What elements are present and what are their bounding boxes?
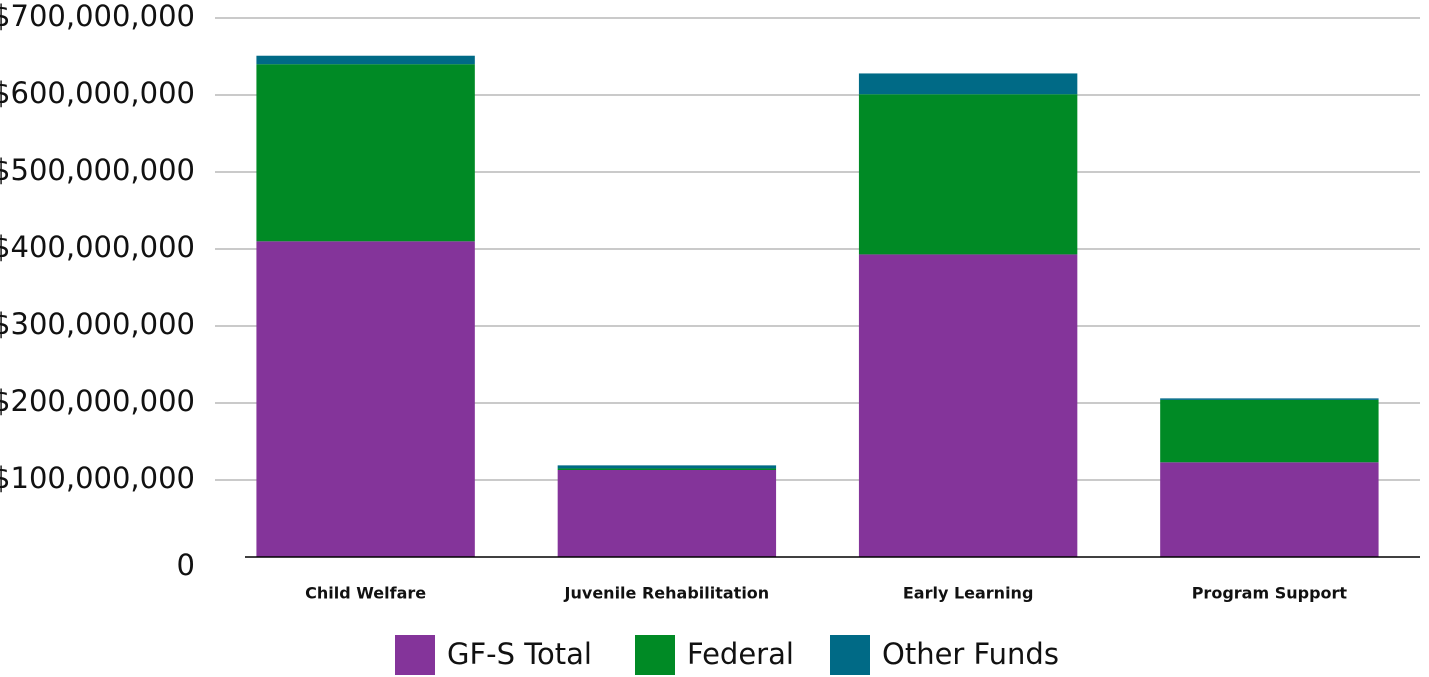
y-tick-label: $700,000,000	[0, 0, 195, 33]
legend-label: Other Funds	[882, 637, 1059, 671]
y-tick-label: 0	[177, 548, 195, 582]
legend-swatch	[395, 635, 435, 675]
bar-segment	[256, 241, 475, 558]
bar-segment	[557, 468, 777, 470]
y-tick-label: $500,000,000	[0, 153, 195, 187]
x-tick-label: Program Support	[1192, 584, 1348, 603]
legend-label: Federal	[687, 637, 794, 671]
y-tick-label: $100,000,000	[0, 461, 195, 495]
legend-swatch	[635, 635, 675, 675]
bar-segment	[256, 55, 475, 65]
bar-segment	[858, 73, 1078, 95]
bar-segment	[1160, 462, 1379, 557]
y-tick-label: $600,000,000	[0, 76, 195, 110]
y-tick-label: $200,000,000	[0, 384, 195, 418]
y-tick-label: $400,000,000	[0, 230, 195, 264]
bar-segment	[256, 64, 475, 242]
x-tick-label: Child Welfare	[305, 584, 426, 603]
x-tick-label: Juvenile Rehabilitation	[564, 584, 770, 603]
bar-segment	[1160, 398, 1379, 400]
legend-swatch	[830, 635, 870, 675]
bar-segment	[1160, 399, 1379, 463]
y-tick-label: $300,000,000	[0, 307, 195, 341]
legend-label: GF-S Total	[447, 637, 592, 671]
bar-segment	[858, 94, 1078, 255]
x-tick-label: Early Learning	[903, 584, 1034, 603]
bar-segment	[557, 469, 777, 557]
bar-segment	[557, 465, 777, 469]
bar-segment	[858, 254, 1078, 557]
